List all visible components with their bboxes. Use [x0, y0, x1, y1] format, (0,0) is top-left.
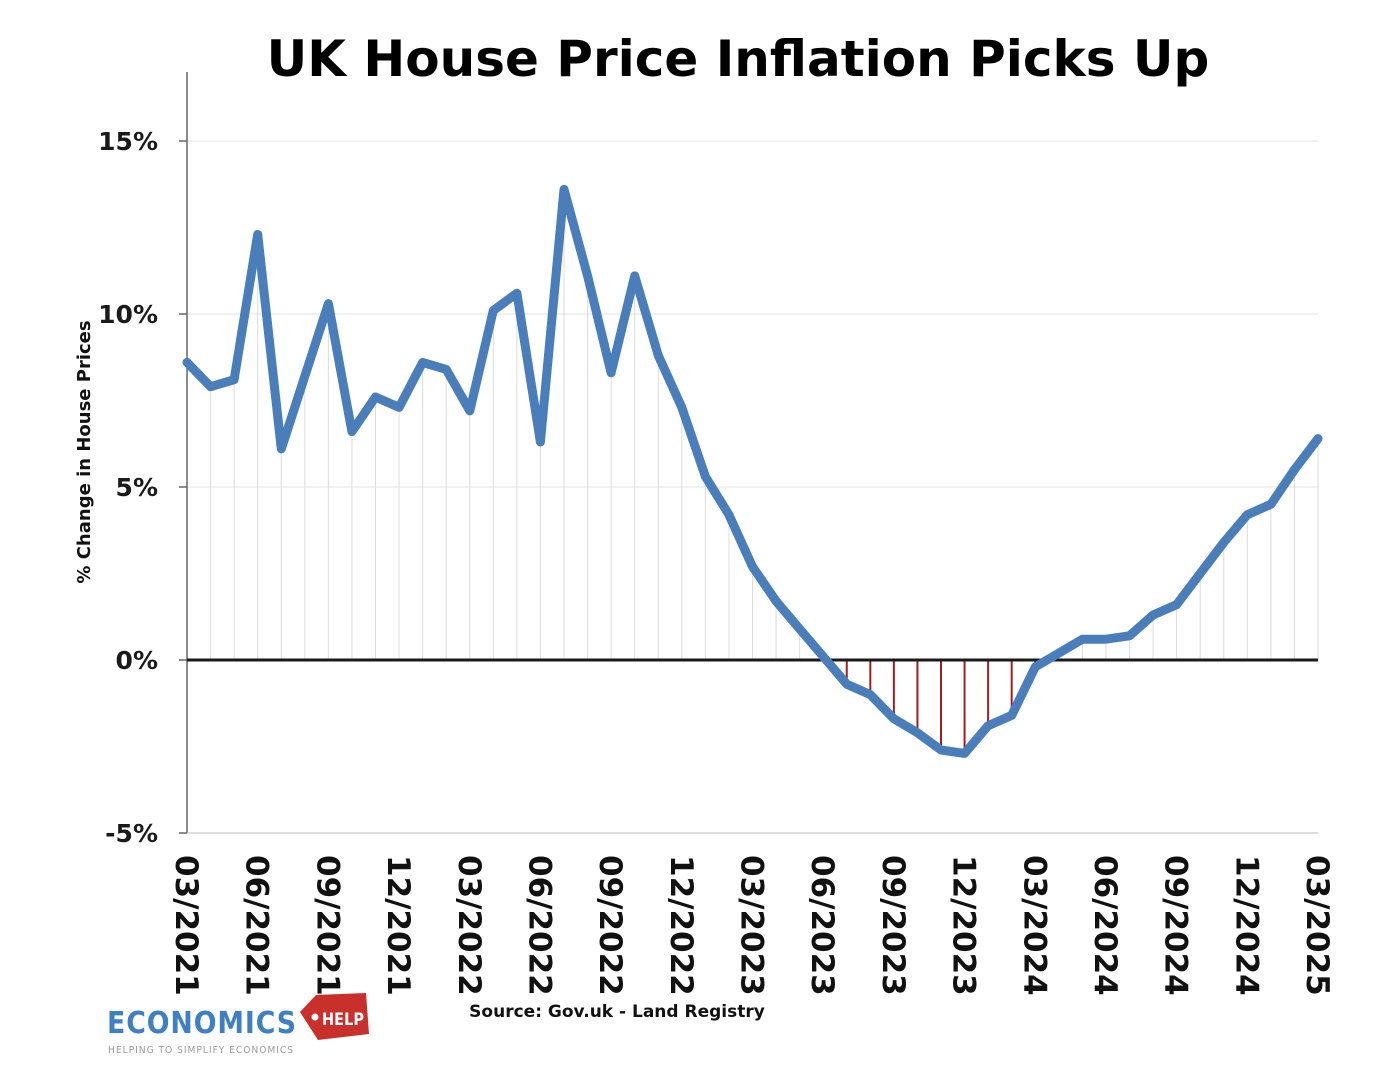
logo-help-text: HELP — [322, 1010, 364, 1030]
data-point — [585, 273, 590, 278]
x-tick-label: 06/2024 — [1087, 855, 1123, 996]
data-point — [1221, 540, 1226, 545]
y-tick-label: 15% — [98, 127, 158, 156]
data-point — [750, 564, 755, 569]
data-point — [915, 730, 920, 735]
data-point — [1009, 713, 1014, 718]
data-point — [185, 360, 189, 365]
x-tick-label: 03/2023 — [734, 855, 770, 996]
x-tick-label: 06/2021 — [239, 855, 275, 996]
data-point — [326, 301, 331, 306]
data-point — [1033, 664, 1038, 669]
data-point — [1268, 502, 1273, 507]
data-point — [397, 405, 402, 410]
data-point — [939, 747, 943, 752]
data-point — [726, 512, 731, 517]
data-point — [444, 367, 449, 372]
x-tick-labels: 03/2021 06/2021 09/2021 12/2021 03/2022 06/20… — [168, 855, 1335, 996]
y-axis-label: % Change in House Prices — [74, 320, 95, 583]
y-tick-labels: -5% 0% 5% 10% 15% — [98, 127, 158, 848]
x-tick-label: 03/2024 — [1016, 855, 1052, 996]
data-point — [279, 446, 284, 451]
data-point — [1292, 467, 1297, 472]
data-point — [491, 308, 496, 313]
data-point — [774, 599, 779, 604]
data-point — [232, 377, 237, 382]
data-point — [373, 395, 378, 400]
x-tick-label: 12/2022 — [663, 855, 699, 996]
data-point — [632, 273, 637, 278]
x-tick-label: 06/2022 — [521, 855, 557, 996]
data-point — [679, 405, 684, 410]
x-tick-label: 09/2022 — [592, 855, 628, 996]
data-point — [986, 723, 991, 728]
axes — [186, 72, 1318, 834]
data-point — [1174, 602, 1179, 607]
data-point — [844, 682, 849, 687]
x-tick-label: 12/2023 — [946, 855, 982, 996]
data-point — [1056, 651, 1061, 656]
x-tick-label: 06/2023 — [804, 855, 840, 996]
data-point — [208, 384, 213, 389]
y-tick-label: 5% — [116, 473, 158, 502]
data-point — [797, 626, 802, 631]
economics-help-logo: ECONOMICS HELP HELPING TO SIMPLIFY ECONO… — [107, 993, 369, 1056]
x-tick-label: 09/2021 — [309, 855, 345, 996]
y-tick-label: 10% — [98, 300, 158, 329]
data-point — [1316, 436, 1320, 441]
data-point — [891, 716, 896, 721]
y-tick-label: 0% — [116, 646, 158, 675]
series-layer — [182, 184, 1323, 758]
series-line — [182, 184, 1323, 758]
data-point — [1103, 637, 1108, 642]
data-point — [609, 370, 614, 375]
data-point — [656, 353, 661, 358]
data-point — [420, 360, 425, 365]
data-point — [1127, 633, 1132, 638]
x-tick-label: 09/2023 — [875, 855, 911, 996]
y-tick-label: -5% — [105, 819, 158, 848]
x-tick-label: 03/2021 — [168, 855, 204, 996]
drop-lines — [210, 189, 1319, 754]
data-point — [1198, 571, 1203, 576]
data-point — [703, 474, 708, 479]
x-tick-label: 03/2022 — [451, 855, 487, 996]
data-point — [562, 187, 566, 192]
data-point — [514, 291, 519, 296]
chart-title: UK House Price Inflation Picks Up — [267, 30, 1210, 88]
logo-tagline: HELPING TO SIMPLIFY ECONOMICS — [108, 1045, 294, 1056]
data-point — [349, 429, 354, 434]
data-point — [467, 408, 472, 413]
grid-layer — [179, 140, 1318, 834]
x-tick-label: 03/2025 — [1299, 855, 1335, 996]
data-point — [1245, 512, 1250, 517]
x-tick-label: 12/2021 — [380, 855, 416, 996]
logo-tag-hole-icon — [311, 1013, 319, 1021]
x-tick-label: 09/2024 — [1158, 855, 1194, 996]
data-point — [821, 654, 826, 659]
source-note: Source: Gov.uk - Land Registry — [469, 1002, 765, 1022]
data-point — [1080, 637, 1085, 642]
data-point — [255, 232, 260, 237]
data-point — [868, 692, 873, 697]
data-point — [962, 751, 967, 756]
x-tick-label: 12/2024 — [1228, 855, 1264, 996]
logo-economics-text: ECONOMICS — [107, 1006, 297, 1041]
logo-help-tag-shape — [300, 993, 369, 1040]
data-point — [302, 374, 307, 379]
data-point — [1151, 613, 1156, 618]
data-point — [538, 440, 543, 445]
